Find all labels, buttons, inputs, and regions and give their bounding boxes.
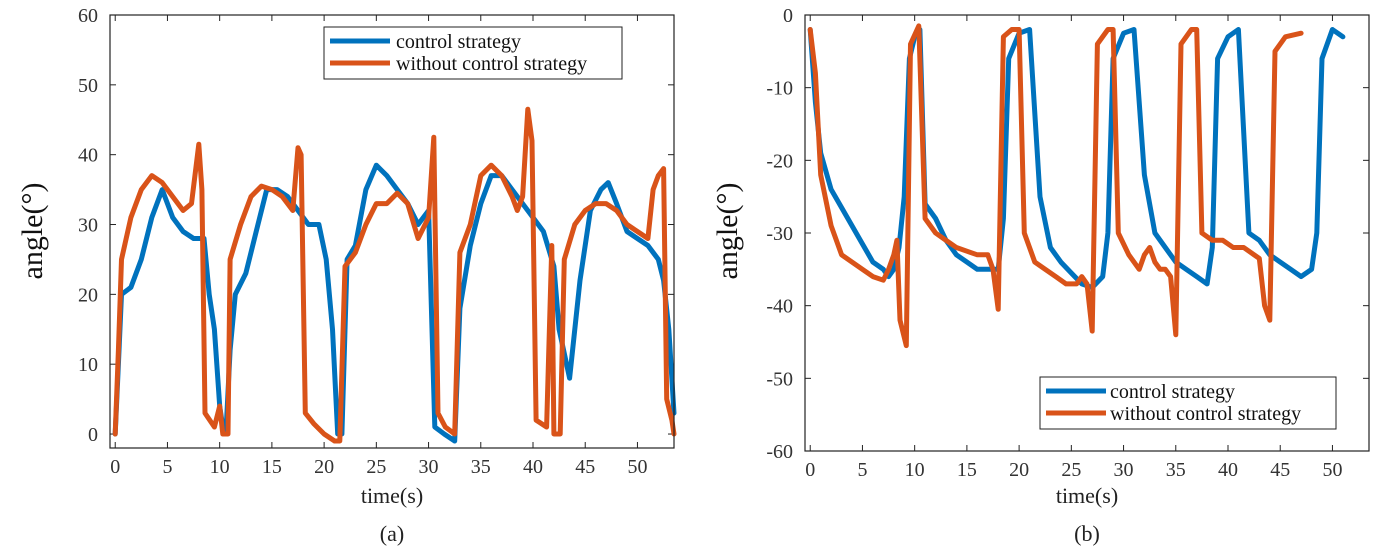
chart-b-xtick-label: 15 xyxy=(957,459,977,481)
chart-b-ytick-label: -40 xyxy=(766,296,793,318)
chart-a-xtick-label: 10 xyxy=(210,456,230,478)
chart-b-xtick-label: 30 xyxy=(1114,459,1134,481)
chart-b-xtick-label: 40 xyxy=(1218,459,1238,481)
chart-b-xtick-label: 20 xyxy=(1009,459,1029,481)
chart-a-ytick-label: 60 xyxy=(78,5,98,27)
chart-b-ticks: 0 5 10 15 20 25 30 35 40 45 50 0 -10 -20 -30 -40 -50 -60 xyxy=(766,5,1369,481)
chart-b-xtick-label: 0 xyxy=(805,459,815,481)
chart-a-legend-box xyxy=(323,26,623,80)
chart-a-xtick-label: 30 xyxy=(419,456,439,478)
chart-b-series-control xyxy=(807,27,1346,290)
chart-a: 0 5 10 15 20 25 30 35 40 45 50 0 10 20 30 40 50 60 time(s… xyxy=(16,5,677,546)
chart-b-xlabel: time(s) xyxy=(1056,483,1118,508)
chart-b-frame xyxy=(804,14,1370,452)
chart-a-legend-label-without: without control strategy xyxy=(396,53,587,75)
chart-a-ytick-label: 10 xyxy=(78,354,98,376)
chart-a-frame xyxy=(109,14,675,449)
chart-a-xtick-label: 25 xyxy=(366,456,386,478)
chart-b-legend-box xyxy=(1039,376,1337,430)
chart-b-xtick-label: 5 xyxy=(857,459,867,481)
chart-b-ytick-label: -20 xyxy=(766,150,793,172)
chart-a-ytick-label: 20 xyxy=(78,284,98,306)
chart-a-ylabel: angle(°) xyxy=(16,183,49,280)
chart-b: 0 5 10 15 20 25 30 35 40 45 500-10-20-30-40-50-60 … xyxy=(711,5,1370,546)
chart-b-xtick-label: 50 xyxy=(1322,459,1342,481)
chart-a-xtick-label: 20 xyxy=(314,456,334,478)
chart-a-xlabel: time(s) xyxy=(361,483,423,508)
chart-a-xtick-label: 35 xyxy=(471,456,491,478)
chart-a-ticks: 0 5 10 15 20 25 30 35 40 45 50 0 10 20 30 40 50 60 xyxy=(78,5,674,478)
chart-a-xtick-label: 0 xyxy=(110,456,120,478)
chart-b-ylabel: angle(°) xyxy=(711,183,744,280)
chart-a-legend: control strategy without control strateg… xyxy=(323,26,623,80)
chart-a-xtick-label: 15 xyxy=(262,456,282,478)
chart-b-legend: control strategy without control strateg… xyxy=(1039,376,1337,430)
chart-a-xtick-label: 50 xyxy=(627,456,647,478)
chart-a-lines xyxy=(112,106,677,444)
chart-b-legend-label-without: without control strategy xyxy=(1110,403,1301,425)
chart-b-xtick-label: 10 xyxy=(905,459,925,481)
chart-a-ytick-label: 40 xyxy=(78,145,98,167)
chart-b-ytick-label: -50 xyxy=(766,368,793,390)
chart-a-xtick-label: 5 xyxy=(162,456,172,478)
chart-a-xtick-label: 45 xyxy=(575,456,595,478)
chart-a-legend-label-control: control strategy xyxy=(396,31,521,53)
chart-b-xtick-label: 45 xyxy=(1270,459,1290,481)
chart-b-series-without xyxy=(807,23,1304,349)
chart-b-xtick-label: 25 xyxy=(1061,459,1081,481)
chart-a-ytick-label: 0 xyxy=(88,424,98,446)
chart-a-caption: (a) xyxy=(380,521,404,546)
chart-a-xtick-label: 40 xyxy=(523,456,543,478)
chart-b-caption: (b) xyxy=(1074,521,1100,546)
chart-b-xtick-label: 35 xyxy=(1166,459,1186,481)
chart-a-series-control xyxy=(112,162,677,444)
chart-a-ytick-label: 50 xyxy=(78,75,98,97)
chart-a-series-without xyxy=(112,106,677,444)
chart-b-ytick-label: -10 xyxy=(766,78,793,100)
chart-b-ytick-label: -30 xyxy=(766,223,793,245)
chart-b-legend-label-control: control strategy xyxy=(1110,381,1235,403)
chart-a-ytick-label: 30 xyxy=(78,215,98,237)
chart-b-lines xyxy=(807,23,1346,349)
chart-b-ytick-label: 0 xyxy=(783,5,793,27)
chart-b-ytick-label: -60 xyxy=(766,441,793,463)
